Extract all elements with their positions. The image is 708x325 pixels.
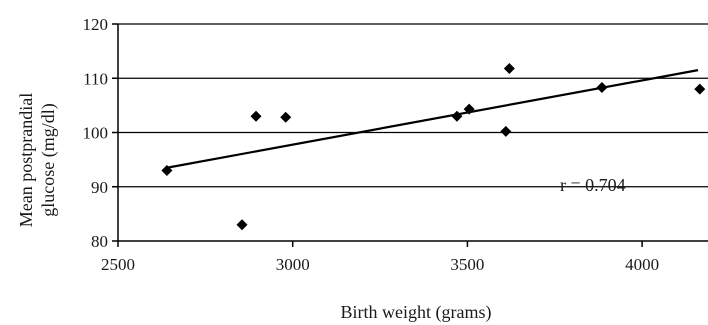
trendline-group: [166, 69, 699, 169]
x-tick-label: 2500: [101, 255, 135, 274]
y-tick-label: 90: [91, 178, 108, 197]
data-point: [280, 111, 292, 123]
axes: [112, 23, 708, 247]
y-axis-title-line-1: Mean postprandial: [16, 93, 36, 227]
data-point: [161, 164, 173, 176]
x-tick-label: 4000: [625, 255, 659, 274]
data-point: [694, 83, 706, 95]
gridlines: [118, 23, 708, 188]
correlation-annotation: r = 0.704: [560, 175, 626, 195]
data-point: [503, 62, 515, 74]
y-axis-title-line-2: glucose (mg/dl): [38, 103, 59, 216]
data-point: [236, 219, 248, 231]
x-axis-title: Birth weight (grams): [341, 302, 492, 323]
y-tick-label: 80: [91, 232, 108, 251]
data-point: [451, 110, 463, 122]
data-point: [596, 81, 608, 93]
y-tick-label: 120: [83, 15, 109, 34]
x-tick-label: 3000: [276, 255, 310, 274]
data-point: [500, 125, 512, 137]
x-tick-label: 3500: [450, 255, 484, 274]
y-tick-label: 100: [83, 124, 109, 143]
y-axis-title: Mean postprandial glucose (mg/dl): [16, 93, 59, 227]
y-tick-labels: 80 90 100 110 120: [83, 15, 109, 251]
data-point: [463, 103, 475, 115]
x-tick-labels: 2500 3000 3500 4000: [101, 255, 659, 274]
data-points: [161, 62, 706, 231]
y-tick-label: 110: [83, 69, 108, 88]
trendline: [166, 69, 699, 169]
data-point: [250, 110, 262, 122]
